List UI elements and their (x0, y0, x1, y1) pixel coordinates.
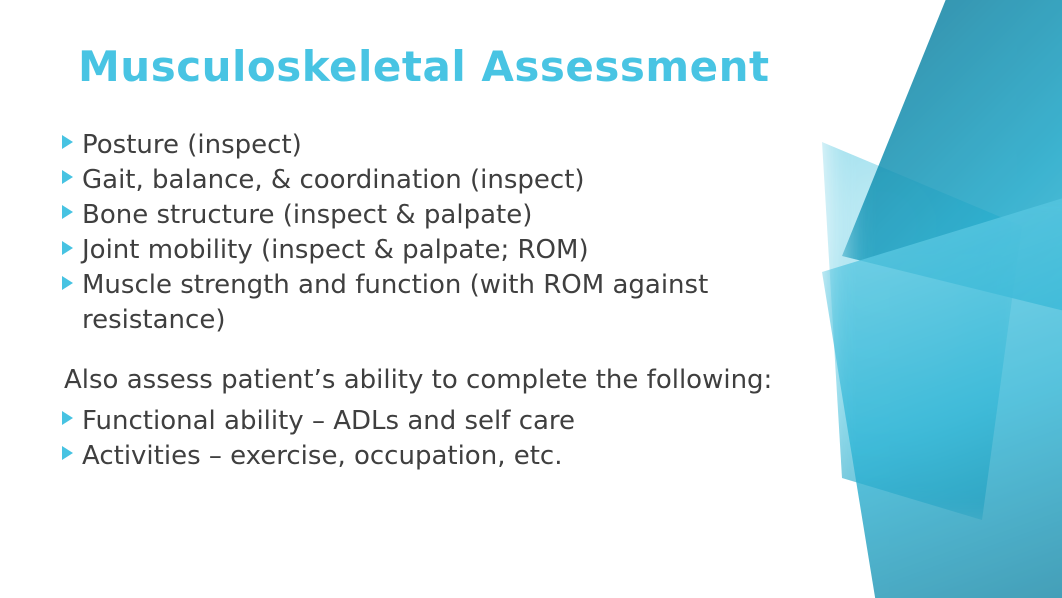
triangle-bullet-icon (62, 411, 73, 425)
bullet-text: Gait, balance, & coordination (inspect) (82, 165, 585, 195)
bullet-text: Posture (inspect) (82, 130, 302, 160)
bullet-text: Bone structure (inspect & palpate) (82, 200, 532, 230)
slide-title: Musculoskeletal Assessment (78, 42, 770, 91)
triangle-bullet-icon (62, 135, 73, 149)
bullet-item: Functional ability – ADLs and self care (62, 404, 802, 439)
bullet-list-primary: Posture (inspect) Gait, balance, & coordi… (62, 128, 802, 339)
bullet-item: Joint mobility (inspect & palpate; ROM) (62, 233, 802, 268)
triangle-bullet-icon (62, 446, 73, 460)
bullet-item: Gait, balance, & coordination (inspect) (62, 163, 802, 198)
bullet-item: Posture (inspect) (62, 128, 802, 163)
triangle-bullet-icon (62, 170, 73, 184)
bullet-list-secondary: Functional ability – ADLs and self care A… (62, 404, 802, 474)
bullet-text: Functional ability – ADLs and self care (82, 406, 575, 436)
bullet-text: Activities – exercise, occupation, etc. (82, 441, 562, 471)
triangle-bullet-icon (62, 276, 73, 290)
bullet-text: Muscle strength and function (with ROM a… (82, 270, 708, 335)
slide-content: Posture (inspect) Gait, balance, & coordi… (62, 128, 802, 498)
triangle-bullet-icon (62, 241, 73, 255)
slide: Musculoskeletal Assessment Posture (insp… (0, 0, 1062, 598)
bullet-item: Muscle strength and function (with ROM a… (62, 268, 802, 338)
bullet-item: Bone structure (inspect & palpate) (62, 198, 802, 233)
triangle-bullet-icon (62, 205, 73, 219)
bullet-text: Joint mobility (inspect & palpate; ROM) (82, 235, 589, 265)
bullet-item: Activities – exercise, occupation, etc. (62, 439, 802, 474)
subheading-text: Also assess patient’s ability to complet… (64, 363, 802, 398)
